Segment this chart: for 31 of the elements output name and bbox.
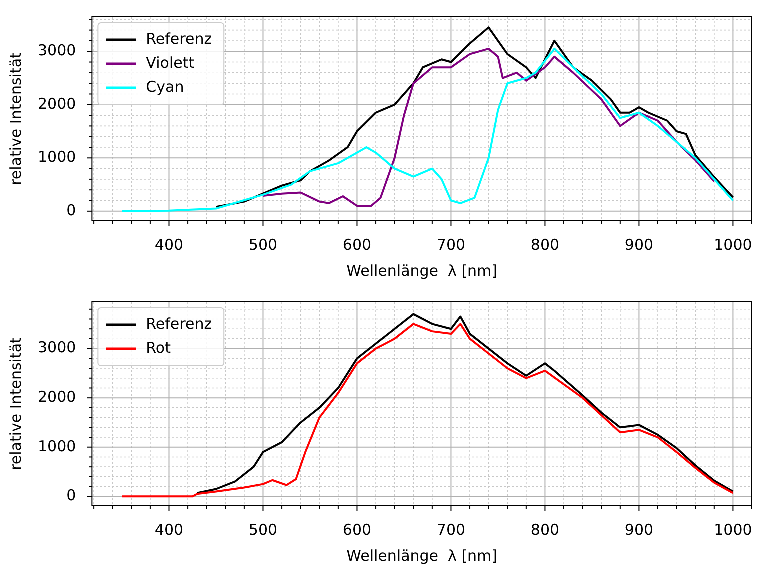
y-tick-label: 3000 xyxy=(38,42,76,60)
legend-label: Rot xyxy=(146,338,172,357)
legend-label: Referenz xyxy=(146,30,212,48)
x-tick-label: 400 xyxy=(154,236,184,254)
legend-label: Cyan xyxy=(146,78,184,96)
x-tick-label: 1000 xyxy=(714,236,752,254)
y-axis-title: relative Intensität xyxy=(6,337,25,470)
x-tick-label: 700 xyxy=(436,236,466,254)
x-tick-label: 900 xyxy=(624,520,654,539)
y-tick-label: 2000 xyxy=(38,388,76,406)
y-axis-title: relative Intensität xyxy=(6,52,25,186)
y-tick-label: 1000 xyxy=(38,148,76,166)
y-tick-label: 3000 xyxy=(38,338,76,357)
x-tick-label: 400 xyxy=(154,520,184,539)
y-tick-label: 0 xyxy=(66,201,76,220)
x-tick-label: 500 xyxy=(248,236,278,254)
x-tick-label: 500 xyxy=(248,520,278,539)
x-tick-label: 900 xyxy=(624,236,654,254)
legend-label: Referenz xyxy=(146,314,212,333)
x-tick-label: 800 xyxy=(530,520,560,539)
x-tick-label: 600 xyxy=(342,520,372,539)
x-tick-label: 800 xyxy=(530,236,560,254)
x-tick-label: 700 xyxy=(436,520,466,539)
legend-label: Violett xyxy=(146,54,195,72)
y-tick-label: 1000 xyxy=(38,437,76,456)
y-tick-label: 0 xyxy=(66,486,76,505)
x-tick-label: 1000 xyxy=(714,520,752,539)
x-axis-title: Wellenlänge λ [nm] xyxy=(346,546,498,565)
x-tick-label: 600 xyxy=(342,236,372,254)
y-tick-label: 2000 xyxy=(38,94,76,113)
x-axis-title: Wellenlänge λ [nm] xyxy=(346,262,498,280)
